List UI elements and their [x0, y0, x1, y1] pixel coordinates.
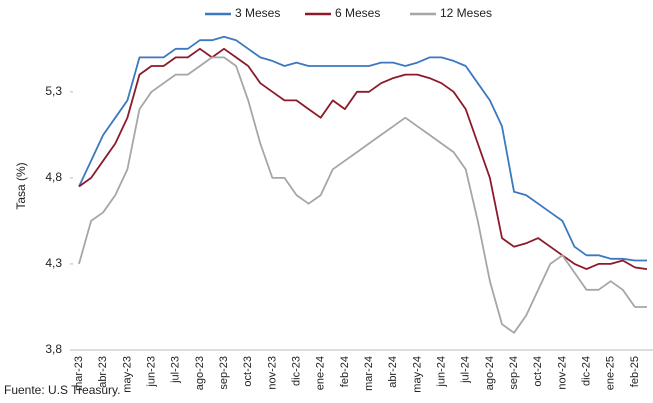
source: Fuente: U.S Treasury. [4, 383, 121, 397]
y-tick-label: 4,8 [45, 170, 62, 184]
x-tick-label: may-24 [411, 356, 423, 393]
y-tick-label: 5,3 [45, 84, 62, 98]
x-tick-label: feb-24 [339, 356, 351, 387]
y-tick-label: 3,8 [45, 342, 62, 356]
y-tick-label: 4,3 [45, 256, 62, 270]
x-tick-label: feb-25 [629, 356, 641, 387]
x-tick-label: ene-25 [605, 356, 617, 390]
series-line [78, 47, 648, 270]
x-tick-label: jun-23 [145, 356, 157, 388]
x-tick-label: oct-23 [242, 356, 254, 387]
x-tick-label: sep-23 [218, 356, 230, 390]
x-tick-label: abr-23 [97, 356, 109, 388]
x-tick-label: jul-23 [170, 356, 182, 384]
x-tick-label: may-23 [121, 356, 133, 393]
x-tick-label: sep-24 [508, 356, 520, 390]
x-tick-label: jun-24 [435, 356, 447, 388]
x-tick-label: abr-24 [387, 356, 399, 388]
x-tick-label: mar-23 [73, 356, 85, 391]
x-tick-label: dic-23 [290, 356, 302, 386]
legend-label: 12 Meses [440, 6, 492, 20]
x-tick-label: nov-23 [266, 356, 278, 390]
legend-label: 3 Meses [235, 6, 280, 20]
series-line [78, 35, 647, 262]
x-tick-label: oct-24 [532, 356, 544, 387]
x-tick-label: dic-24 [580, 356, 592, 386]
x-tick-label: ago-23 [194, 356, 206, 390]
legend-label: 6 Meses [335, 6, 380, 20]
x-tick-label: mar-24 [363, 356, 375, 391]
y-axis-label: Tasa (%) [14, 162, 28, 209]
x-tick-label: jul-24 [460, 356, 472, 384]
series-line [78, 56, 647, 334]
x-tick-label: nov-24 [556, 356, 568, 390]
x-tick-label: ago-24 [484, 356, 496, 390]
x-tick-label: ene-24 [315, 356, 327, 390]
